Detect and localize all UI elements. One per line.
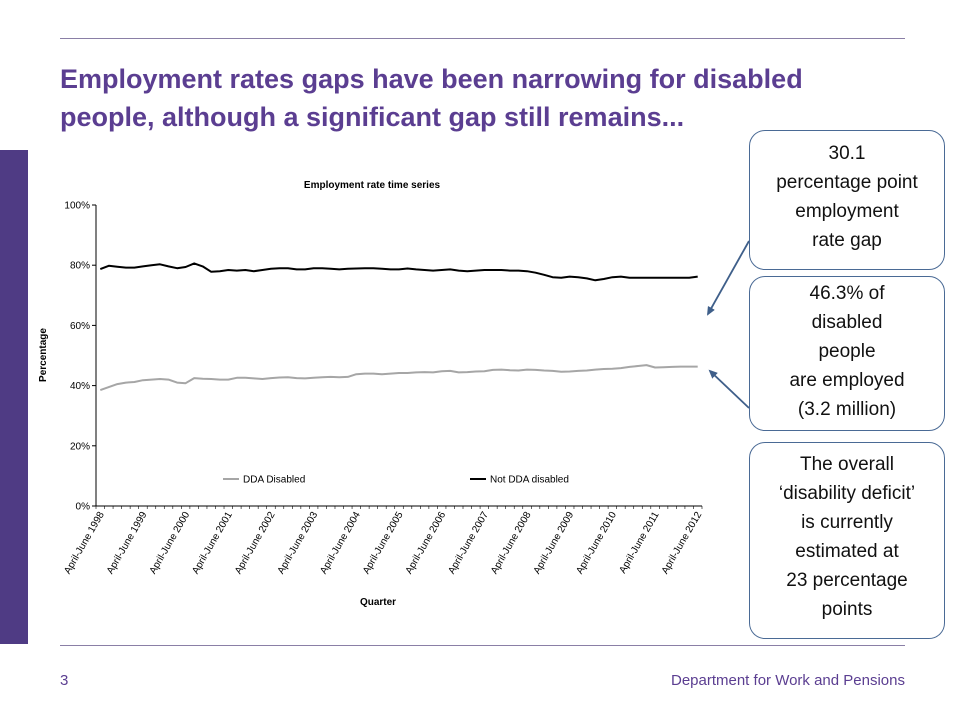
callout-employed: 46.3% of disabled people are employed (3… — [749, 276, 945, 431]
y-tick-label: 40% — [70, 381, 90, 392]
x-tick-label: April-June 2003 — [276, 510, 321, 577]
footer-organisation: Department for Work and Pensions — [670, 672, 905, 689]
x-tick-label: April-June 2002 — [233, 510, 278, 577]
callout-line: are employed — [789, 370, 905, 391]
slide-title: Employment rates gaps have been narrowin… — [60, 64, 803, 132]
y-axis-ticks: 0% 20% 40% 60% 80% 100% — [64, 201, 96, 513]
x-tick-label: April-June 2000 — [148, 510, 193, 577]
x-tick-label: April-June 1999 — [105, 510, 150, 577]
callout-line: rate gap — [812, 230, 882, 251]
callout-line: is currently — [801, 512, 893, 533]
x-tick-label: April-June 2012 — [660, 510, 705, 577]
callout-line: estimated at — [795, 541, 899, 562]
legend-label: Not DDA disabled — [490, 475, 569, 486]
callout-line: points — [821, 599, 873, 620]
callout-line: percentage point — [776, 172, 918, 193]
series-line-0 — [99, 364, 698, 392]
chart-legend: DDA Disabled Not DDA disabled — [223, 475, 569, 486]
y-tick-label: 60% — [70, 321, 90, 332]
callout-line: (3.2 million) — [797, 399, 897, 420]
callout-line: ‘disability deficit’ — [778, 483, 916, 504]
x-tick-label: April-June 2008 — [489, 510, 534, 577]
x-tick-label: April-June 2005 — [361, 510, 406, 577]
top-rule — [60, 38, 905, 39]
y-tick-label: 100% — [64, 201, 90, 212]
callout-gap: 30.1 percentage point employment rate ga… — [749, 130, 945, 270]
callout-line: people — [818, 341, 876, 362]
series-lines — [99, 262, 698, 392]
callout-deficit: The overall ‘disability deficit’ is curr… — [749, 442, 945, 639]
y-tick-label: 80% — [70, 261, 90, 272]
x-tick-label: April-June 2001 — [190, 510, 235, 577]
callout-line: 23 percentage — [786, 570, 908, 591]
callout-line: 46.3% of — [809, 283, 885, 304]
bottom-rule — [60, 645, 905, 646]
x-tick-label: April-June 1998 — [62, 510, 107, 577]
x-tick-label: April-June 2004 — [318, 510, 363, 577]
employment-rate-chart: Employment rate time series 0% 20% 40% 60% 8… — [38, 180, 705, 608]
y-axis-label: Percentage — [38, 328, 49, 382]
x-tick-label: April-June 2006 — [404, 510, 449, 577]
x-tick-label: April-June 2010 — [574, 510, 619, 577]
y-tick-label: 0% — [76, 502, 91, 513]
legend-label: DDA Disabled — [243, 475, 305, 486]
x-axis-label: Quarter — [360, 597, 396, 608]
x-tick-label: April-June 2007 — [446, 510, 491, 577]
x-tick-label: April-June 2009 — [532, 510, 577, 577]
callout-line: disabled — [811, 312, 883, 333]
chart-title: Employment rate time series — [304, 180, 441, 191]
callout-line: employment — [795, 201, 899, 222]
callout-line: 30.1 — [828, 143, 866, 164]
series-line-1 — [99, 262, 698, 282]
callout-line: The overall — [800, 454, 894, 475]
y-tick-label: 20% — [70, 441, 90, 452]
x-tick-label: April-June 2011 — [617, 510, 661, 576]
side-accent-bar — [0, 150, 28, 644]
page-number: 3 — [60, 672, 69, 689]
